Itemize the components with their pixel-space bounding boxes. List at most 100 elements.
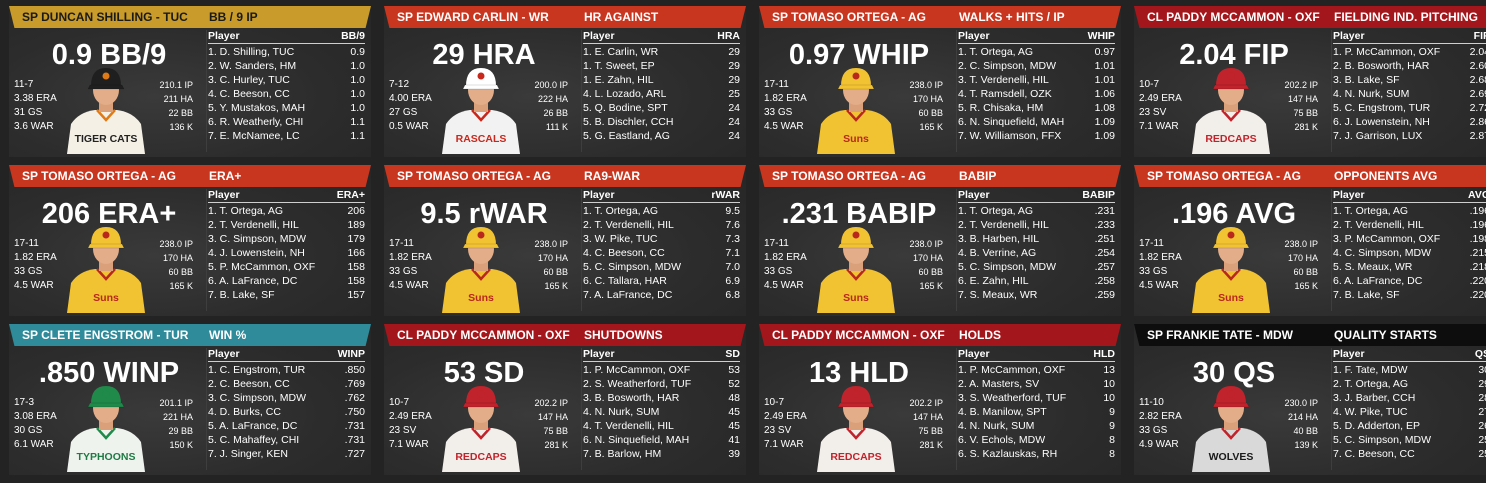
leader-value: 29 [1478, 378, 1486, 390]
leaderboard-table: Player BB/9 1. D. Shilling, TUC 0.9 2. W… [208, 30, 365, 143]
leader-card[interactable]: SP TOMASO ORTEGA - AG RA9-WAR 9.5 rWAR 1… [384, 165, 746, 316]
jersey-body [817, 428, 895, 472]
leader-row: 7. W. Williamson, FFX 1.09 [958, 129, 1115, 143]
leader-row: 7. A. LaFrance, DC 6.8 [583, 288, 740, 302]
leader-card[interactable]: CL PADDY MCCAMMON - OXF SHUTDOWNS 53 SD … [384, 324, 746, 475]
leader-name: 4. L. Lozado, ARL [583, 88, 667, 100]
banner-category: BB / 9 IP [209, 10, 258, 24]
leader-row: 2. T. Verdenelli, HIL .233 [958, 218, 1115, 232]
leaderboard-table: Player AVG 1. T. Ortega, AG .196 2. T. V… [1333, 189, 1486, 302]
jersey-body [442, 110, 520, 154]
pitching-line-stats: 238.0 IP 170 HA 60 BB 165 K [534, 237, 568, 293]
cap-logo [102, 72, 110, 80]
leader-name: 1. T. Sweet, EP [583, 60, 655, 72]
leader-card[interactable]: SP FRANKIE TATE - MDW QUALITY STARTS 30 … [1134, 324, 1486, 475]
leader-row: 5. C. Engstrom, TUR 2.72 [1333, 101, 1486, 115]
leader-card[interactable]: SP DUNCAN SHILLING - TUC BB / 9 IP 0.9 B… [9, 6, 371, 157]
leader-row: 4. C. Simpson, MDW .215 [1333, 246, 1486, 260]
leader-value: 1.1 [350, 130, 365, 142]
leader-row: 4. D. Burks, CC .750 [208, 405, 365, 419]
header-stat: WHIP [1087, 30, 1115, 42]
leader-card[interactable]: CL PADDY MCCAMMON - OXF FIELDING IND. PI… [1134, 6, 1486, 157]
summary-stat: 11-7 [14, 79, 34, 90]
leader-name: 5. C. Engstrom, TUR [1333, 102, 1431, 114]
leaderboard-table: Player WINP 1. C. Engstrom, TUR .850 2. … [208, 348, 365, 461]
leader-name: 4. T. Verdenelli, HIL [583, 420, 674, 432]
player-portrait: Suns [817, 227, 895, 313]
cap-logo [852, 390, 860, 398]
divider [956, 30, 957, 152]
leader-value: 39 [728, 448, 740, 460]
banner-player: SP FRANKIE TATE - MDW [1147, 328, 1293, 342]
leader-name: 2. T. Verdenelli, HIL [208, 219, 299, 231]
leader-name: 6. V. Echols, MDW [958, 434, 1046, 446]
leader-value: .220 [1469, 275, 1486, 287]
banner-player: SP EDWARD CARLIN - WR [397, 10, 549, 24]
card-banner: SP TOMASO ORTEGA - AG OPPONENTS AVG [1134, 165, 1486, 187]
leader-card[interactable]: SP TOMASO ORTEGA - AG OPPONENTS AVG .196… [1134, 165, 1486, 316]
leader-card[interactable]: SP CLETE ENGSTROM - TUR WIN % .850 WINP … [9, 324, 371, 475]
leader-name: 5. G. Eastland, AG [583, 130, 670, 142]
leader-value: 1.06 [1094, 88, 1115, 100]
leader-card[interactable]: SP TOMASO ORTEGA - AG WALKS + HITS / IP … [759, 6, 1121, 157]
summary-stat: 1.82 ERA [764, 93, 807, 104]
jersey-wordmark: REDCAPS [1205, 133, 1256, 145]
jersey-collar [96, 427, 116, 440]
table-header: Player SD [583, 348, 740, 362]
cap-logo [1227, 72, 1235, 80]
leader-card[interactable]: SP TOMASO ORTEGA - AG ERA+ 206 ERA+ 17-1… [9, 165, 371, 316]
pitching-stat: 147 HA [1287, 94, 1318, 104]
summary-stat: 4.00 ERA [389, 93, 432, 104]
leader-row: 3. C. Simpson, MDW .762 [208, 391, 365, 405]
leader-row: 7. B. Lake, SF .220 [1333, 288, 1486, 302]
summary-stat: 17-3 [14, 397, 35, 408]
pitching-stat: 170 HA [1287, 253, 1318, 263]
leaderboard-table: Player ERA+ 1. T. Ortega, AG 206 2. T. V… [208, 189, 365, 302]
table-header: Player ERA+ [208, 189, 365, 203]
leader-row: 6. V. Echols, MDW 8 [958, 433, 1115, 447]
summary-stat: 10-7 [764, 397, 785, 408]
leader-name: 2. A. Masters, SV [958, 378, 1040, 390]
leader-value: 1.01 [1094, 60, 1115, 72]
divider [1331, 189, 1332, 311]
leader-name: 1. T. Ortega, AG [958, 205, 1034, 217]
banner-player: CL PADDY MCCAMMON - OXF [397, 328, 570, 342]
pitching-stat: 75 BB [918, 426, 943, 436]
pitching-stat: 165 K [919, 281, 943, 291]
summary-stat: 11-10 [1139, 397, 1164, 408]
summary-stat: 4.9 WAR [1139, 439, 1179, 450]
leaderboard-table: Player BABIP 1. T. Ortega, AG .231 2. T.… [958, 189, 1115, 302]
leader-row: 4. B. Manilow, SPT 9 [958, 405, 1115, 419]
header-player: Player [958, 189, 990, 201]
card-banner: SP DUNCAN SHILLING - TUC BB / 9 IP [9, 6, 371, 28]
leader-value: 7.3 [725, 233, 740, 245]
leader-row: 6. A. LaFrance, DC 158 [208, 274, 365, 288]
header-player: Player [1333, 348, 1365, 360]
card-banner: SP EDWARD CARLIN - WR HR AGAINST [384, 6, 746, 28]
leader-card[interactable]: SP EDWARD CARLIN - WR HR AGAINST 29 HRA … [384, 6, 746, 157]
summary-stat: 1.82 ERA [389, 252, 432, 263]
pitching-stat: 26 BB [543, 108, 568, 118]
leader-name: 4. C. Simpson, MDW [1333, 247, 1432, 259]
cap-brim [1212, 243, 1250, 249]
summary-stat: 2.49 ERA [764, 411, 807, 422]
leader-value: 29 [728, 46, 740, 58]
jersey-body [442, 428, 520, 472]
summary-stat: 6.1 WAR [14, 439, 54, 450]
leader-value: .220 [1469, 289, 1486, 301]
leader-card[interactable]: CL PADDY MCCAMMON - OXF HOLDS 13 HLD 10-… [759, 324, 1121, 475]
leader-name: 2. B. Bosworth, HAR [1333, 60, 1430, 72]
leader-name: 4. N. Nurk, SUM [583, 406, 660, 418]
leader-value: 8 [1109, 434, 1115, 446]
jersey-wordmark: TIGER CATS [75, 133, 138, 145]
leader-value: 0.97 [1094, 46, 1115, 58]
leader-row: 5. A. LaFrance, DC .731 [208, 419, 365, 433]
player-summary-stats: 17-11 1.82 ERA 33 GS 4.5 WAR [389, 237, 432, 293]
leader-value: 179 [347, 233, 365, 245]
header-stat: ERA+ [336, 189, 365, 201]
header-player: Player [1333, 189, 1365, 201]
pitching-stat: 165 K [169, 281, 193, 291]
divider [1331, 348, 1332, 470]
leader-row: 5. R. Chisaka, HM 1.08 [958, 101, 1115, 115]
leader-card[interactable]: SP TOMASO ORTEGA - AG BABIP .231 BABIP 1… [759, 165, 1121, 316]
